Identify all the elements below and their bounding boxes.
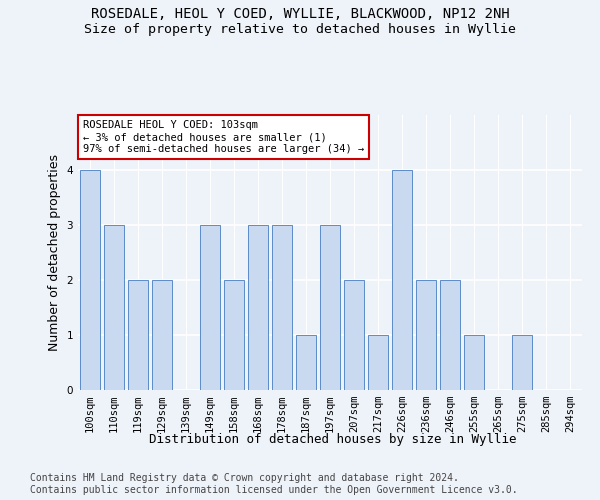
Text: Size of property relative to detached houses in Wyllie: Size of property relative to detached ho… bbox=[84, 22, 516, 36]
Bar bbox=[152, 280, 172, 390]
Bar bbox=[440, 280, 460, 390]
Text: Distribution of detached houses by size in Wyllie: Distribution of detached houses by size … bbox=[149, 432, 517, 446]
Bar bbox=[104, 225, 124, 390]
Bar bbox=[128, 280, 148, 390]
Bar bbox=[392, 170, 412, 390]
Text: ROSEDALE, HEOL Y COED, WYLLIE, BLACKWOOD, NP12 2NH: ROSEDALE, HEOL Y COED, WYLLIE, BLACKWOOD… bbox=[91, 8, 509, 22]
Bar bbox=[320, 225, 340, 390]
Bar bbox=[296, 335, 316, 390]
Bar bbox=[368, 335, 388, 390]
Bar bbox=[248, 225, 268, 390]
Bar bbox=[80, 170, 100, 390]
Y-axis label: Number of detached properties: Number of detached properties bbox=[48, 154, 61, 351]
Text: Contains HM Land Registry data © Crown copyright and database right 2024.
Contai: Contains HM Land Registry data © Crown c… bbox=[30, 474, 518, 495]
Bar bbox=[224, 280, 244, 390]
Bar bbox=[344, 280, 364, 390]
Bar bbox=[416, 280, 436, 390]
Bar bbox=[200, 225, 220, 390]
Bar bbox=[464, 335, 484, 390]
Bar bbox=[512, 335, 532, 390]
Text: ROSEDALE HEOL Y COED: 103sqm
← 3% of detached houses are smaller (1)
97% of semi: ROSEDALE HEOL Y COED: 103sqm ← 3% of det… bbox=[83, 120, 364, 154]
Bar bbox=[272, 225, 292, 390]
